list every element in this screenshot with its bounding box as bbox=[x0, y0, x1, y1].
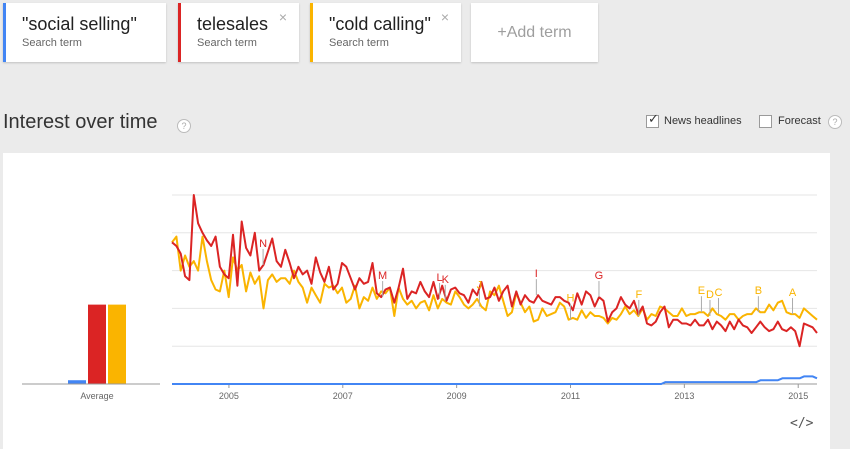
annotation-marker: J bbox=[477, 280, 483, 292]
term-card-cold-calling[interactable]: "cold calling" Search term × bbox=[310, 3, 461, 62]
term-color-accent bbox=[178, 3, 181, 62]
term-name: telesales bbox=[197, 14, 269, 34]
term-card-telesales[interactable]: telesales Search term × bbox=[178, 3, 299, 62]
term-card-social-selling[interactable]: "social selling" Search term bbox=[3, 3, 166, 62]
annotation-marker: H bbox=[567, 293, 575, 305]
annotation-marker: F bbox=[635, 289, 642, 301]
annotation-marker: E bbox=[698, 285, 705, 297]
term-color-accent bbox=[310, 3, 313, 62]
term-subtitle: Search term bbox=[197, 37, 257, 49]
series-line bbox=[171, 194, 818, 348]
check-icon: ✓ bbox=[648, 111, 659, 126]
term-subtitle: Search term bbox=[329, 37, 389, 49]
average-bar bbox=[88, 304, 106, 384]
chart-panel bbox=[3, 153, 830, 449]
average-label: Average bbox=[80, 391, 113, 401]
series-line bbox=[172, 375, 818, 385]
annotation-marker: B bbox=[755, 285, 762, 297]
news-headlines-checkbox[interactable]: ✓ bbox=[646, 111, 659, 128]
forecast-label: Forecast bbox=[778, 115, 821, 127]
annotation-marker: M bbox=[378, 270, 387, 282]
term-subtitle: Search term bbox=[22, 37, 82, 49]
close-icon[interactable]: × bbox=[440, 9, 449, 25]
series-line bbox=[171, 235, 818, 325]
annotation-marker: N bbox=[259, 238, 267, 250]
annotation-marker: C bbox=[715, 287, 723, 299]
add-term-button[interactable]: +Add term bbox=[471, 3, 598, 62]
x-tick-label: 2015 bbox=[788, 391, 808, 401]
news-headlines-label: News headlines bbox=[664, 115, 742, 127]
annotation-marker: D bbox=[706, 289, 714, 301]
close-icon[interactable]: × bbox=[278, 9, 287, 25]
x-tick-label: 2005 bbox=[219, 391, 239, 401]
forecast-help-icon[interactable]: ? bbox=[828, 115, 842, 129]
annotation-marker: L bbox=[437, 272, 443, 284]
forecast-checkbox[interactable] bbox=[759, 115, 772, 128]
term-color-accent bbox=[3, 3, 6, 62]
x-tick-label: 2013 bbox=[674, 391, 694, 401]
average-bar bbox=[68, 380, 86, 384]
term-name: "social selling" bbox=[22, 14, 137, 34]
annotation-marker: A bbox=[789, 287, 797, 299]
section-title: Interest over time bbox=[3, 111, 158, 133]
term-name: "cold calling" bbox=[329, 14, 431, 34]
x-tick-label: 2009 bbox=[447, 391, 467, 401]
annotation-marker: I bbox=[535, 268, 538, 280]
annotation-marker: K bbox=[442, 274, 450, 286]
help-icon[interactable]: ? bbox=[177, 119, 191, 133]
average-bar bbox=[108, 304, 126, 384]
x-tick-label: 2007 bbox=[333, 391, 353, 401]
annotation-marker: G bbox=[595, 270, 604, 282]
x-tick-label: 2011 bbox=[561, 391, 580, 401]
embed-code-button[interactable]: </> bbox=[790, 416, 814, 431]
